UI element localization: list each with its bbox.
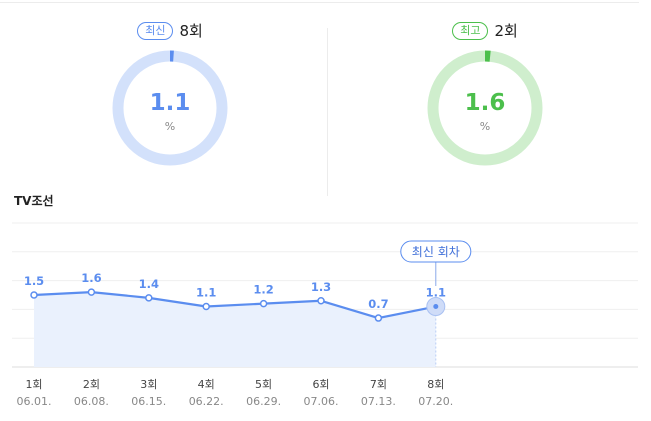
data-point xyxy=(433,304,439,310)
series-line xyxy=(33,291,437,320)
x-tick-label: 5회 xyxy=(255,378,272,391)
data-point xyxy=(259,299,268,308)
best-round: 2회 xyxy=(494,22,518,40)
data-label: 1.4 xyxy=(139,277,159,291)
x-tick-label: 4회 xyxy=(198,378,215,391)
latest-tag-badge: 최신 xyxy=(137,21,174,40)
x-tick-label: 7회 xyxy=(370,378,387,391)
x-date-label: 06.22. xyxy=(189,395,224,408)
best-tag-badge: 최고 xyxy=(452,21,489,40)
x-tick-label: 8회 xyxy=(427,378,444,391)
latest-rating-unit: % xyxy=(164,120,176,133)
x-tick-label: 1회 xyxy=(25,378,42,391)
summary-divider xyxy=(327,28,328,196)
data-label: 1.1 xyxy=(426,286,446,300)
data-label: 0.7 xyxy=(368,297,388,311)
data-label: 1.6 xyxy=(81,271,101,285)
latest-donut-arc xyxy=(112,50,228,166)
latest-round: 8회 xyxy=(179,22,203,40)
x-date-label: 06.01. xyxy=(17,395,52,408)
area-fill xyxy=(34,292,436,367)
data-label: 1.5 xyxy=(24,274,44,288)
data-point xyxy=(317,297,325,305)
x-date-label: 06.15. xyxy=(131,395,166,408)
data-point xyxy=(202,302,210,311)
latest-rating-header: 최신 8회 xyxy=(70,20,270,41)
x-tick-label: 3회 xyxy=(140,378,157,391)
data-label: 1.1 xyxy=(196,286,216,300)
callout-label: 최신 회차 xyxy=(412,245,460,259)
x-tick-label: 2회 xyxy=(83,378,100,391)
latest-rating-value: 1.1 xyxy=(149,90,191,116)
data-label: 1.2 xyxy=(253,283,273,297)
data-point xyxy=(145,294,153,302)
x-date-label: 06.08. xyxy=(74,395,109,408)
best-rating-value: 1.6 xyxy=(464,90,506,116)
x-date-label: 07.06. xyxy=(304,395,339,408)
best-rating-header: 최고 2회 xyxy=(385,20,585,41)
data-label: 1.3 xyxy=(311,280,331,294)
data-point xyxy=(30,291,38,299)
chart-title: TV조선 xyxy=(14,194,54,208)
x-date-label: 07.13. xyxy=(361,395,396,408)
data-point xyxy=(374,314,383,322)
best-rating-donut: 1.6 % xyxy=(427,50,543,166)
x-date-label: 07.20. xyxy=(418,395,453,408)
best-donut-arc xyxy=(427,50,543,166)
latest-rating-donut: 1.1 % xyxy=(112,50,228,166)
x-date-label: 06.29. xyxy=(246,395,281,408)
best-rating-unit: % xyxy=(479,120,491,133)
data-point xyxy=(87,288,96,296)
top-rule xyxy=(0,2,639,3)
callout-badge xyxy=(400,240,472,263)
x-tick-label: 6회 xyxy=(312,378,329,391)
